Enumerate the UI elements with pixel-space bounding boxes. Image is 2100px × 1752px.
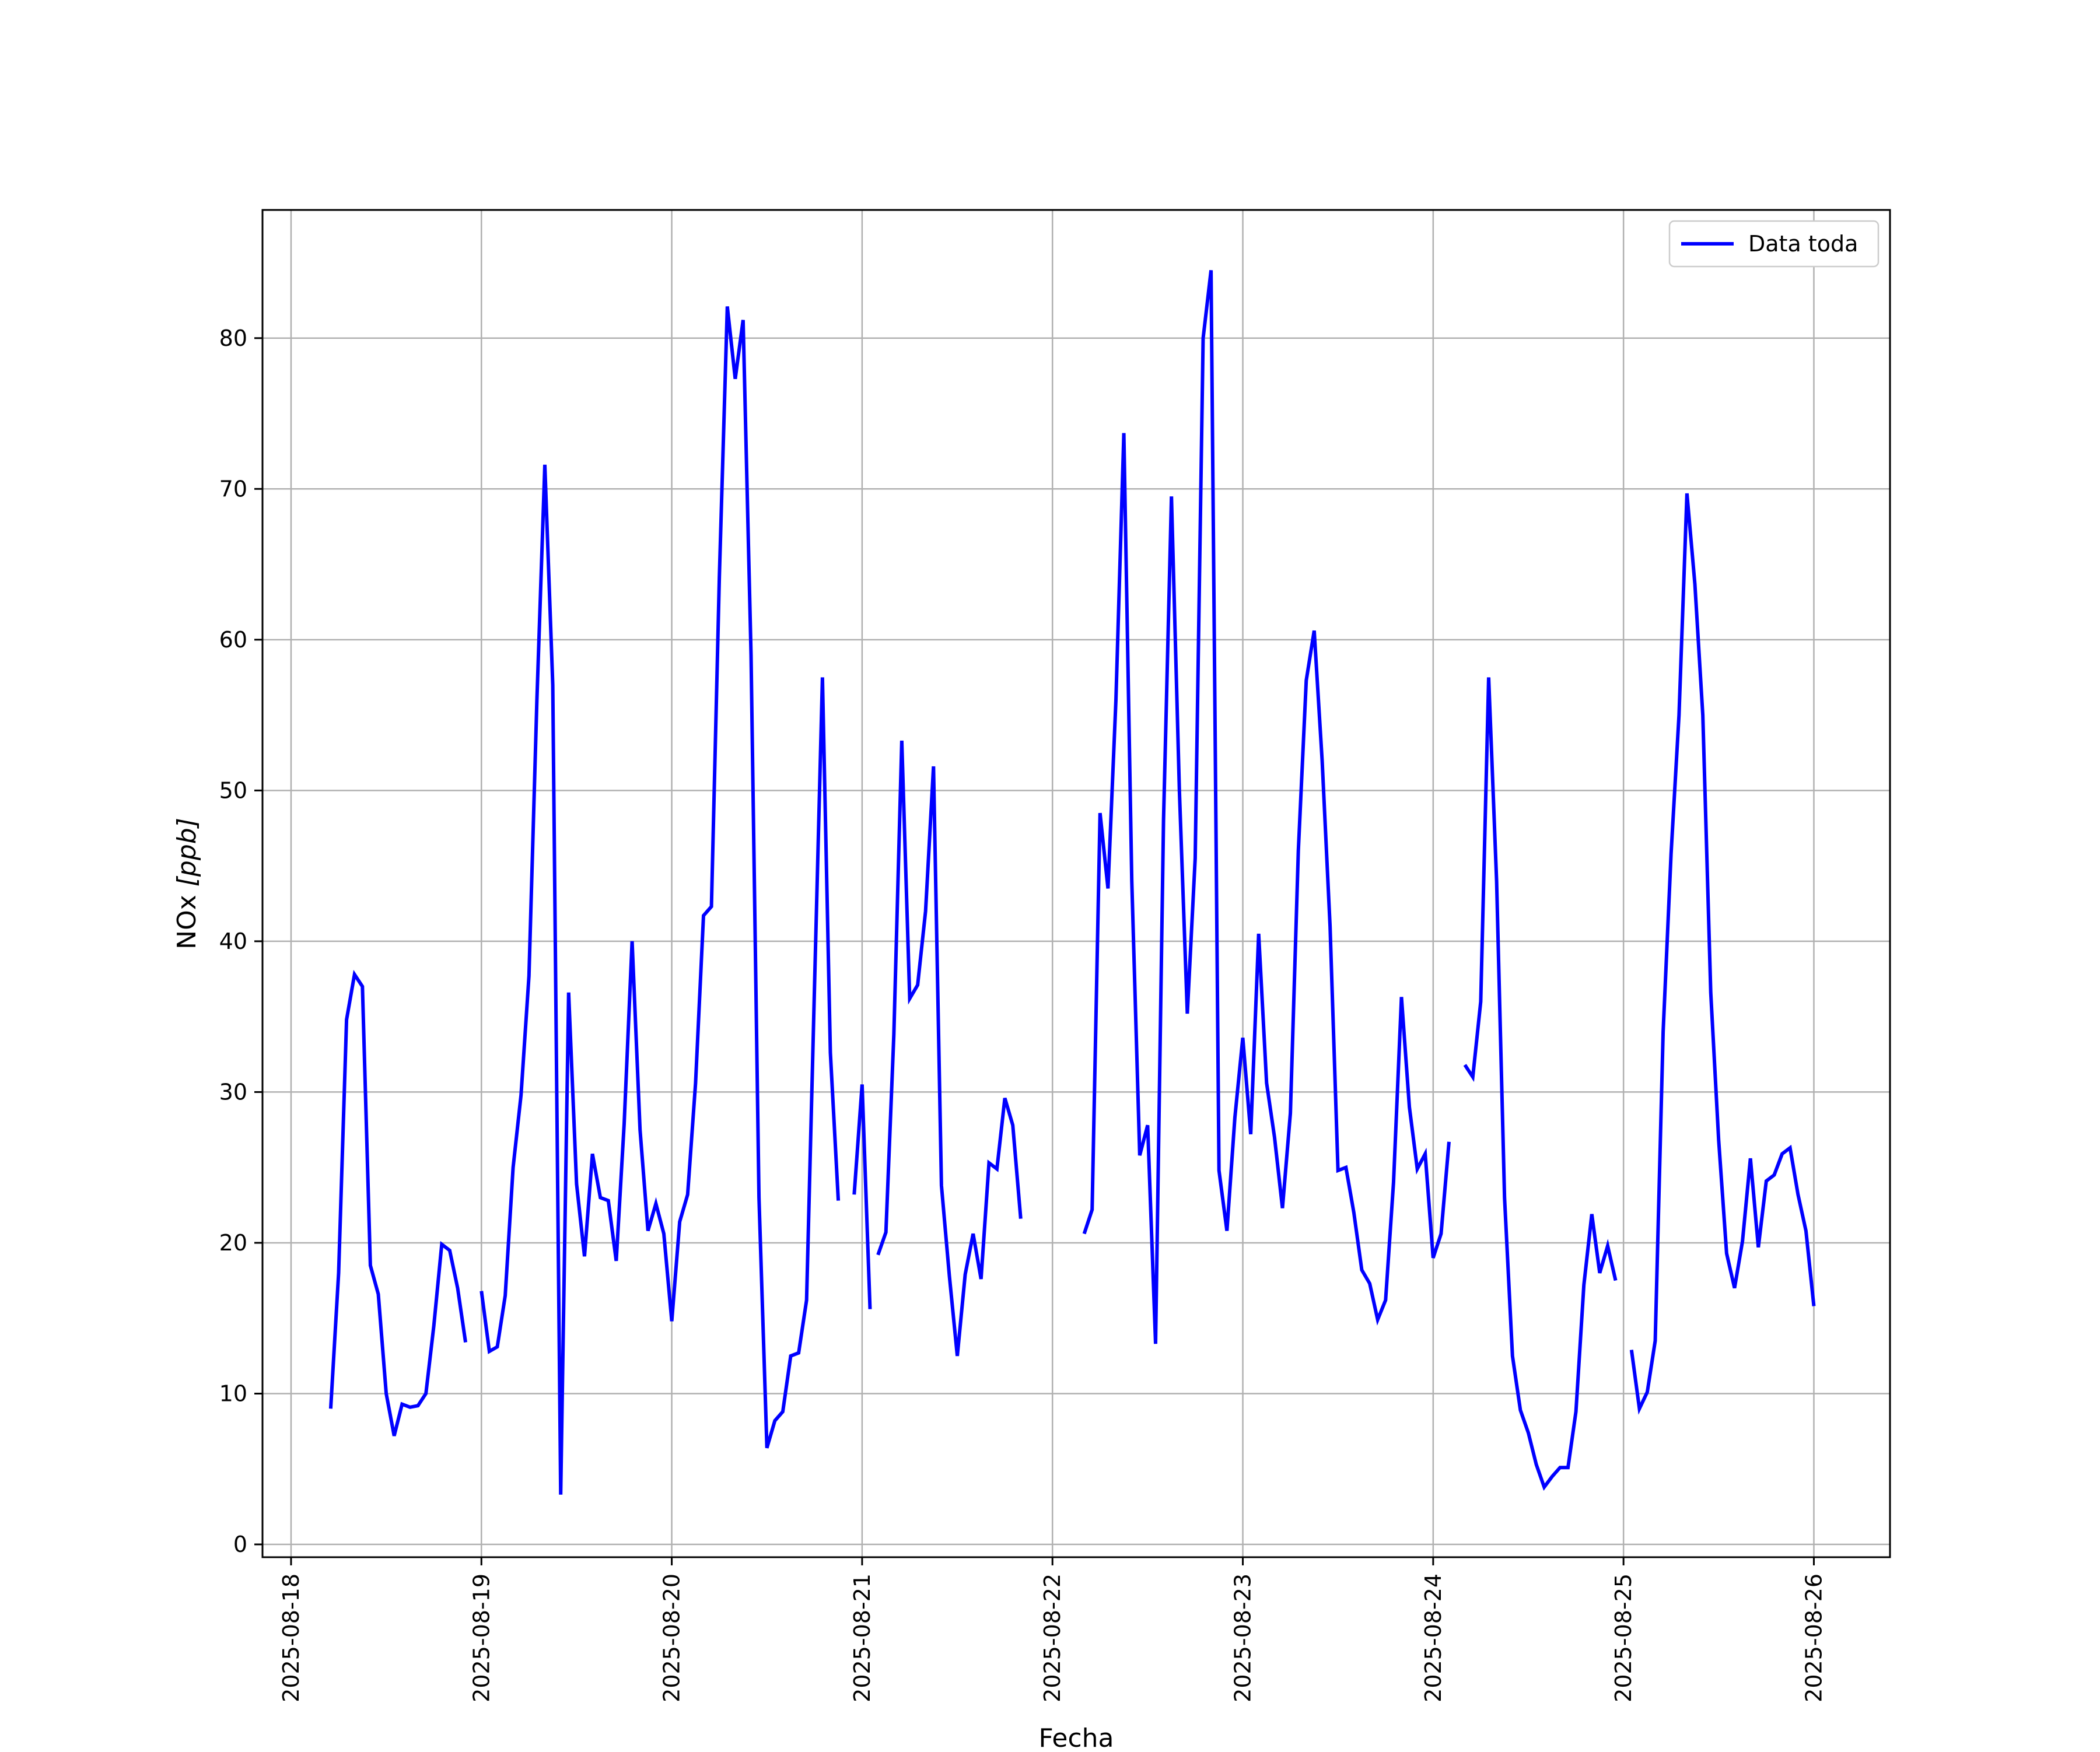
y-axis-label-unit: [ppb] xyxy=(172,818,202,886)
legend: Data toda xyxy=(1668,220,1880,268)
x-tick-label: 2025-08-19 xyxy=(468,1574,494,1702)
y-tick-label: 60 xyxy=(219,627,247,653)
y-tick-label: 50 xyxy=(219,777,247,803)
series-line-segment xyxy=(876,740,1023,1357)
y-axis-label: NOx [ppb] xyxy=(172,818,202,949)
x-tick-label: 2025-08-23 xyxy=(1230,1574,1256,1702)
ticks: 0 10 20 30 40 50 60 70 80 2025-08-18 2025-08-19 202… xyxy=(219,325,1827,1702)
y-tick-label: 30 xyxy=(219,1079,247,1105)
y-tick-label: 80 xyxy=(219,325,247,351)
y-tick-label: 10 xyxy=(219,1380,247,1406)
y-axis-label-main: NOx xyxy=(172,886,202,949)
y-tick-label: 20 xyxy=(219,1230,247,1256)
axes-frame xyxy=(261,209,1891,1558)
x-tick-label: 2025-08-20 xyxy=(659,1574,685,1702)
series-line-segment xyxy=(328,969,468,1436)
series-line-segment xyxy=(1463,677,1618,1491)
legend-label: Data toda xyxy=(1748,231,1858,257)
x-tick-label: 2025-08-18 xyxy=(278,1574,304,1702)
series-line-segment xyxy=(480,306,841,1495)
series-layer xyxy=(328,270,1816,1495)
series-line-segment xyxy=(852,1084,872,1309)
x-tick-label: 2025-08-25 xyxy=(1611,1574,1636,1702)
x-axis-label: Fecha xyxy=(1038,1723,1114,1750)
legend-box xyxy=(1668,220,1880,268)
x-tick-label: 2025-08-26 xyxy=(1801,1574,1826,1702)
series-line-segment xyxy=(1629,493,1816,1415)
x-tick-label: 2025-08-24 xyxy=(1420,1574,1446,1702)
grid xyxy=(262,210,1890,1557)
series-line-segment xyxy=(1082,270,1451,1344)
y-tick-label: 0 xyxy=(233,1532,247,1557)
y-tick-label: 40 xyxy=(219,928,247,954)
x-tick-label: 2025-08-22 xyxy=(1040,1574,1065,1702)
x-tick-label: 2025-08-21 xyxy=(849,1574,875,1702)
y-tick-label: 70 xyxy=(219,476,247,502)
